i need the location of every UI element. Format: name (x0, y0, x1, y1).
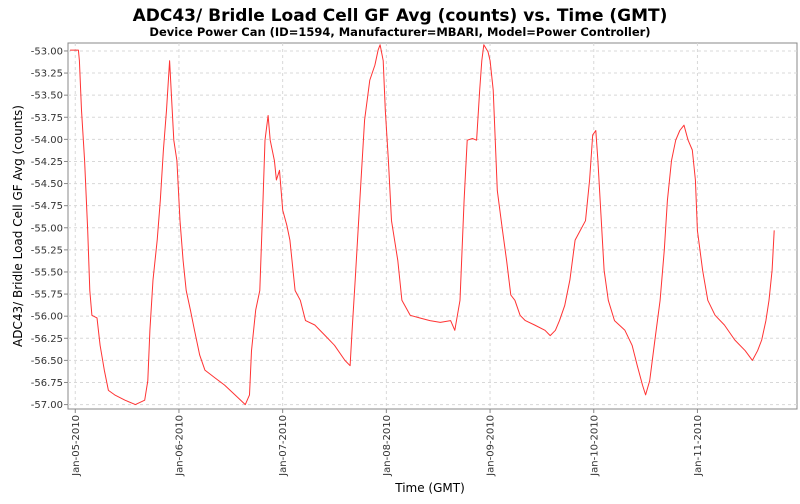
chart-title: ADC43/ Bridle Load Cell GF Avg (counts) … (133, 6, 668, 26)
y-tick-label: -54.00 (31, 135, 63, 146)
chart-subtitle: Device Power Can (ID=1594, Manufacturer=… (149, 25, 650, 39)
plot-area (68, 43, 797, 409)
x-tick-label: Jan-10-2010 (589, 415, 600, 477)
y-axis-ticks: -53.00 -53.25 -53.50 -53.75 -54.00 -54.25 -54.… (31, 46, 68, 411)
x-tick-label: Jan-09-2010 (486, 415, 497, 477)
x-tick-label: Jan-07-2010 (278, 415, 289, 477)
x-tick-label: Jan-05-2010 (71, 415, 82, 477)
y-tick-label: -53.25 (31, 69, 63, 80)
y-tick-label: -55.75 (31, 290, 63, 301)
x-axis-label: Time (GMT) (394, 481, 465, 495)
y-tick-label: -53.50 (31, 91, 63, 102)
y-tick-label: -56.25 (31, 334, 63, 345)
x-axis-ticks: Jan-05-2010 Jan-06-2010 Jan-07-2010 Jan-08-… (71, 409, 704, 477)
x-tick-label: Jan-08-2010 (382, 415, 393, 477)
y-tick-label: -56.00 (31, 312, 63, 323)
y-tick-label: -54.25 (31, 157, 63, 168)
x-tick-label: Jan-06-2010 (174, 415, 185, 477)
y-axis-label: ADC43/ Bridle Load Cell GF Avg (counts) (11, 105, 25, 347)
y-tick-label: -54.50 (31, 179, 63, 190)
y-tick-label: -53.75 (31, 113, 63, 124)
y-tick-label: -55.00 (31, 223, 63, 234)
y-tick-label: -53.00 (31, 46, 63, 57)
y-tick-label: -55.25 (31, 245, 63, 256)
y-tick-label: -56.50 (31, 356, 63, 367)
y-tick-label: -56.75 (31, 378, 63, 389)
x-tick-label: Jan-11-2010 (693, 415, 704, 477)
y-tick-label: -57.00 (31, 400, 63, 411)
y-tick-label: -55.50 (31, 267, 63, 278)
y-tick-label: -54.75 (31, 201, 63, 212)
